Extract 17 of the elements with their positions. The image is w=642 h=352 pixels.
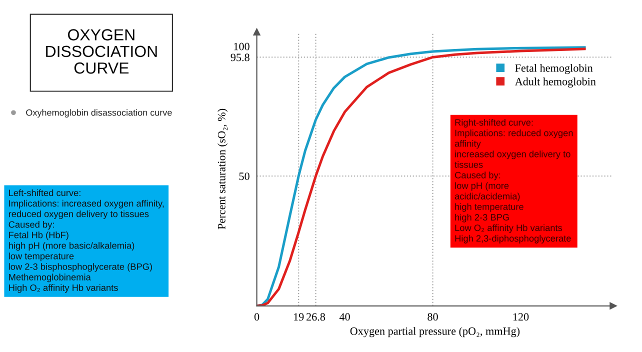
x-axis-title: Oxygen partial pressure (pO₂, mmHg) — [350, 327, 520, 338]
y-tick-label: 100 — [234, 42, 250, 50]
x-tick-label: 26.8 — [306, 313, 326, 321]
legend-label: Fetal hemoglobin — [515, 64, 593, 74]
x-tick-label: 0 — [254, 313, 260, 321]
text: Oxyhemoglobin disassociation curve — [26, 109, 172, 118]
x-tick-label: 80 — [428, 313, 438, 321]
text: OXYGEN DISSOCIATION CURVE — [46, 29, 157, 74]
y-axis-title: Percent saturation (sO₂, %) — [218, 108, 228, 230]
x-tick-label: 19 — [294, 313, 304, 321]
text: Left-shifted curve: Implications: increased oxygen affinity, reduced oxygen delivery to tissues Caused by: Fetal Hb (HbF) high pH (more basic/alkalemia) low temperature low 2-3 bisphosphoglycerate (BPG) Methemoglobinemia High O₂ affinity Hb variants — [8, 189, 164, 293]
y-tick-label: 95.8 — [230, 54, 250, 62]
text: Right-shifted curve: Implications: reduced oxygen affinity increased oxygen delivery to tissues Caused by: low pH (more acidic/acidemia) high temperature high 2-3 BPG Low O₂ affinity Hb variants High 2,3-diphosphoglycerate — [454, 118, 573, 244]
legend-label: Adult hemoglobin — [514, 78, 596, 88]
y-tick-label: 50 — [239, 172, 250, 180]
x-tick-label: 120 — [513, 313, 529, 321]
x-tick-label: 40 — [339, 313, 350, 321]
